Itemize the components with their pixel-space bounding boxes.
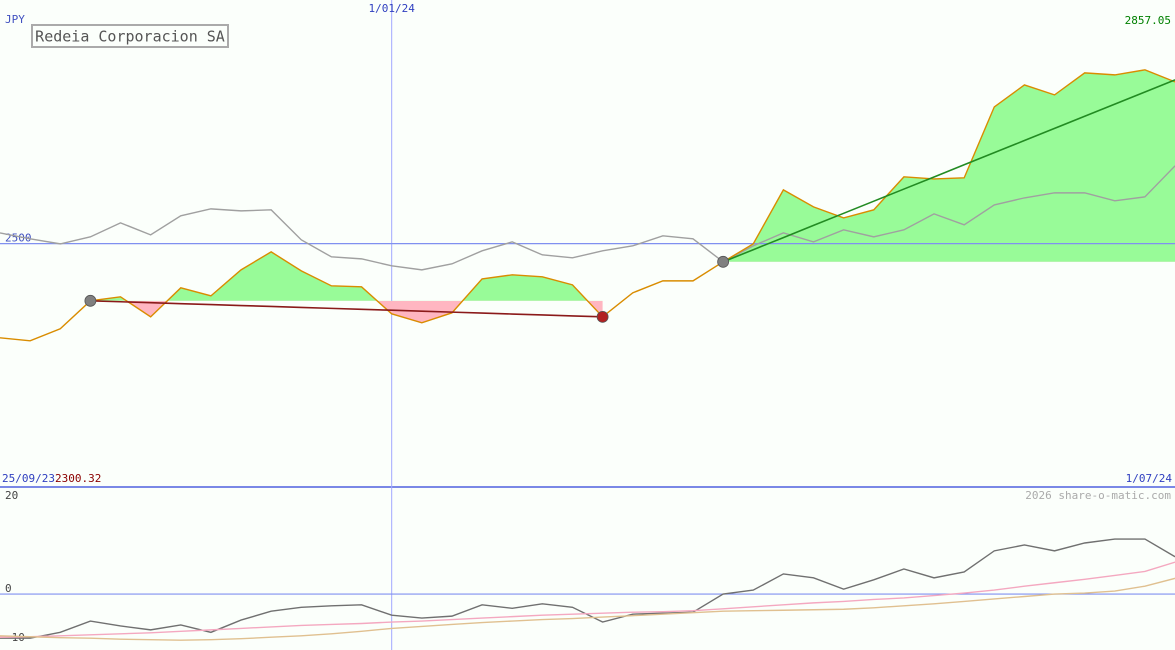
fill-above (90, 251, 603, 301)
series-line (0, 538, 1175, 639)
series-line (0, 561, 1175, 638)
extreme-label: 2300.32 (55, 472, 101, 485)
series-line (0, 165, 1175, 271)
series-line (90, 300, 603, 318)
series-line (0, 577, 1175, 641)
fill-above (723, 69, 1175, 262)
chart-title: Redeia Corporacion SA (35, 28, 225, 46)
y-tick-label: 0 (5, 582, 12, 595)
trend-marker (596, 310, 609, 323)
trend-marker (84, 294, 97, 307)
unit-label: JPY (5, 13, 25, 26)
series-line (722, 79, 1175, 263)
x-tick-label: 1/07/24 (1126, 472, 1173, 485)
y-tick-label: 20 (5, 489, 18, 502)
series-line (0, 69, 1175, 342)
x-tick-label: 25/09/23 (2, 472, 55, 485)
extreme-label: 2857.05 (1125, 14, 1171, 27)
trend-marker (717, 255, 730, 268)
x-tick-label: 1/01/24 (369, 2, 416, 15)
watermark: 2026 share-o-matic.com (1025, 489, 1171, 502)
title-box (31, 24, 229, 48)
